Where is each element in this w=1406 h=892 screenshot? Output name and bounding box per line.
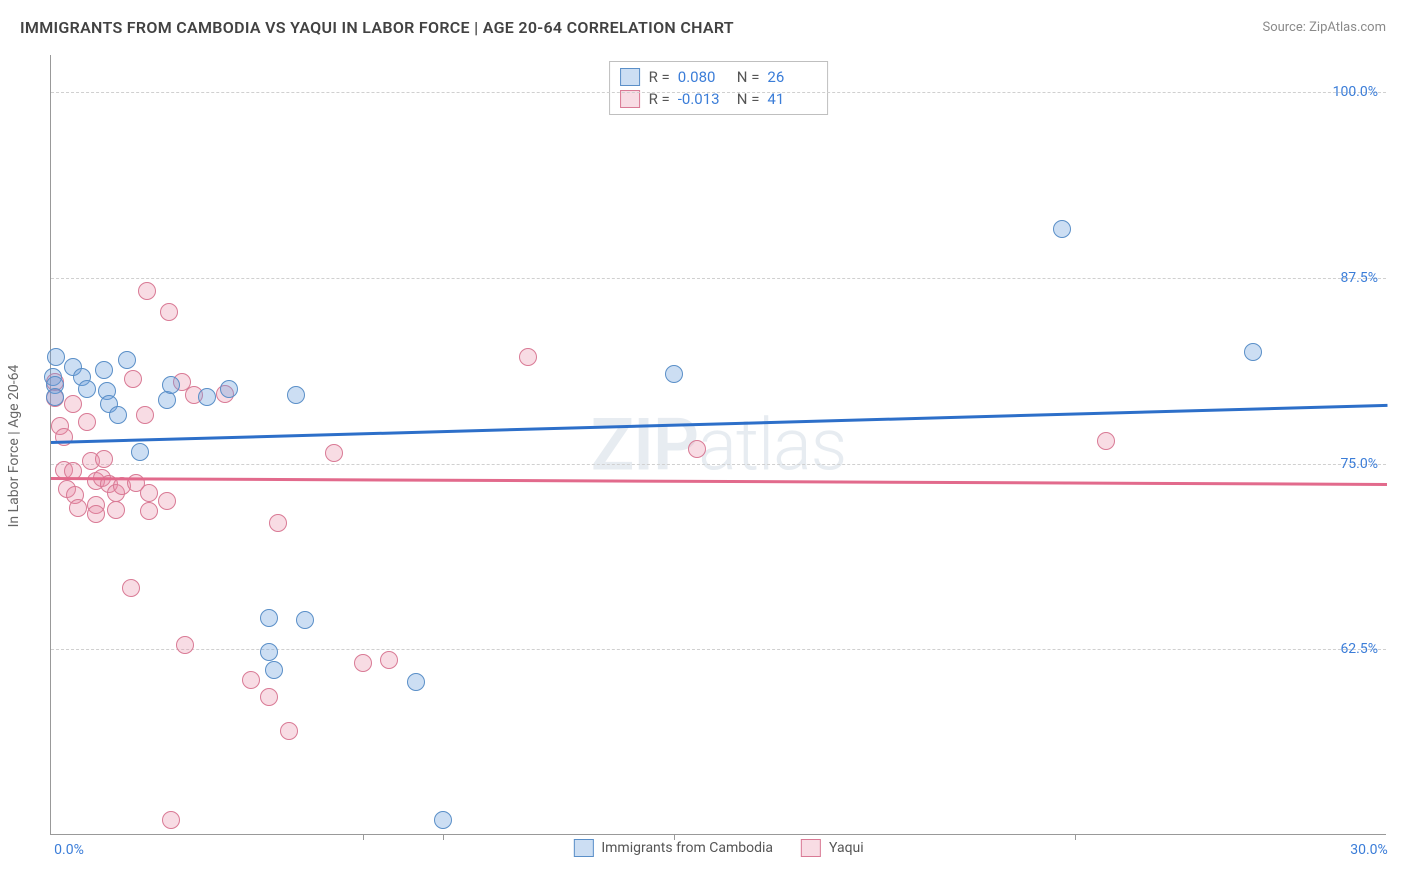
gridline-horizontal [51, 92, 1386, 93]
legend-stats-row-1: R = 0.080 N = 26 [620, 66, 818, 88]
trend-line [51, 477, 1387, 485]
gridline-horizontal [51, 464, 1386, 465]
scatter-point [260, 609, 278, 627]
scatter-point [78, 413, 96, 431]
scatter-point [380, 651, 398, 669]
x-tick-label: 30.0% [1350, 842, 1388, 858]
scatter-point [519, 348, 537, 366]
legend-swatch-yaqui [801, 839, 821, 857]
n-value-cambodia: 26 [767, 68, 817, 86]
scatter-point [176, 636, 194, 654]
x-tick-mark [363, 834, 364, 840]
scatter-point [1053, 220, 1071, 238]
scatter-point [118, 351, 136, 369]
r-value-cambodia: 0.080 [678, 68, 728, 86]
x-tick-mark [674, 834, 675, 840]
y-tick-label: 62.5% [1340, 641, 1378, 657]
plot-area: ZIPatlas R = 0.080 N = 26 R = -0.013 N =… [50, 55, 1386, 835]
scatter-point [434, 811, 452, 829]
legend-swatch-cambodia [620, 68, 640, 86]
scatter-point [162, 811, 180, 829]
legend-item-cambodia: Immigrants from Cambodia [573, 839, 773, 857]
legend-label-cambodia: Immigrants from Cambodia [601, 840, 773, 856]
r-label: R = [649, 68, 670, 86]
scatter-point [242, 671, 260, 689]
scatter-point [265, 661, 283, 679]
scatter-point [220, 380, 238, 398]
scatter-point [47, 348, 65, 366]
header-row: IMMIGRANTS FROM CAMBODIA VS YAQUI IN LAB… [20, 18, 1386, 37]
legend-stats-box: R = 0.080 N = 26 R = -0.013 N = 41 [609, 61, 829, 115]
n-label: N = [737, 68, 760, 86]
scatter-point [296, 611, 314, 629]
scatter-point [158, 492, 176, 510]
scatter-point [160, 303, 178, 321]
legend-label-yaqui: Yaqui [829, 840, 864, 856]
watermark-atlas: atlas [698, 402, 846, 487]
y-tick-label: 100.0% [1333, 84, 1378, 100]
scatter-point [95, 361, 113, 379]
scatter-point [64, 395, 82, 413]
legend-series-box: Immigrants from Cambodia Yaqui [573, 839, 863, 857]
scatter-point [124, 370, 142, 388]
scatter-point [162, 376, 180, 394]
trend-line [51, 404, 1387, 444]
scatter-point [1097, 432, 1115, 450]
scatter-point [87, 505, 105, 523]
x-tick-mark [443, 834, 444, 840]
scatter-point [107, 501, 125, 519]
scatter-point [280, 722, 298, 740]
y-axis-label: In Labor Force | Age 20-64 [6, 365, 22, 528]
scatter-point [354, 654, 372, 672]
y-tick-label: 75.0% [1340, 456, 1378, 472]
scatter-point [46, 388, 64, 406]
scatter-point [136, 406, 154, 424]
chart-title: IMMIGRANTS FROM CAMBODIA VS YAQUI IN LAB… [20, 18, 734, 37]
scatter-point [407, 673, 425, 691]
chart-container: IMMIGRANTS FROM CAMBODIA VS YAQUI IN LAB… [0, 0, 1406, 892]
scatter-point [1244, 343, 1262, 361]
legend-swatch-cambodia [573, 839, 593, 857]
scatter-point [269, 514, 287, 532]
scatter-point [140, 484, 158, 502]
legend-item-yaqui: Yaqui [801, 839, 864, 857]
scatter-point [122, 579, 140, 597]
scatter-point [69, 499, 87, 517]
scatter-point [198, 388, 216, 406]
scatter-point [260, 643, 278, 661]
x-tick-mark [1075, 834, 1076, 840]
watermark: ZIPatlas [591, 402, 847, 487]
scatter-point [131, 443, 149, 461]
scatter-point [109, 406, 127, 424]
watermark-zip: ZIP [591, 402, 698, 487]
gridline-horizontal [51, 278, 1386, 279]
scatter-point [138, 282, 156, 300]
scatter-point [78, 380, 96, 398]
y-tick-label: 87.5% [1340, 270, 1378, 286]
scatter-point [260, 688, 278, 706]
scatter-point [287, 386, 305, 404]
x-tick-label: 0.0% [54, 842, 84, 858]
scatter-point [665, 365, 683, 383]
scatter-point [140, 502, 158, 520]
scatter-point [95, 450, 113, 468]
gridline-horizontal [51, 649, 1386, 650]
source-attribution: Source: ZipAtlas.com [1262, 20, 1386, 35]
scatter-point [325, 444, 343, 462]
scatter-point [688, 440, 706, 458]
